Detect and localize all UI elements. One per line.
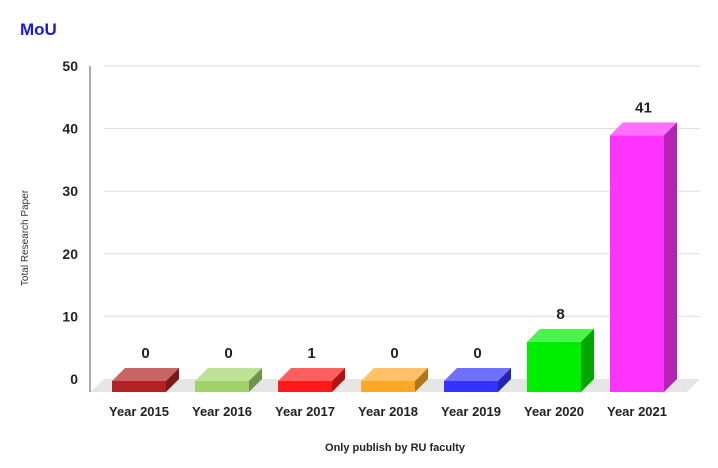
bar-front (527, 341, 581, 392)
bar-top (610, 122, 677, 136)
bar-front (195, 381, 249, 392)
bar-top (444, 368, 511, 381)
bar-top (195, 368, 262, 381)
bar-top (112, 368, 179, 381)
y-tick-label: 0 (70, 371, 78, 387)
bar-year-2016 (195, 368, 262, 392)
bar-year-2020 (527, 328, 594, 392)
data-label: 41 (635, 99, 652, 116)
gridlines (104, 65, 700, 317)
y-tick-label: 30 (62, 183, 78, 199)
y-tick-label: 40 (62, 121, 78, 137)
x-axis-title: Only publish by RU faculty (325, 442, 466, 454)
chart-title: MoU (20, 20, 57, 39)
x-tick-label: Year 2015 (109, 404, 169, 419)
y-tick-label: 50 (62, 58, 78, 74)
y-tick-label: 20 (62, 246, 78, 262)
bar-side (581, 328, 594, 392)
bar-year-2018 (361, 368, 428, 392)
bar-year-2015 (112, 368, 179, 392)
data-labels: 0 0 1 0 0 8 41 (141, 99, 652, 362)
bar-side (166, 368, 179, 392)
bars (112, 122, 677, 392)
bar-top (361, 368, 428, 381)
bar-year-2021 (610, 122, 677, 392)
bar-top (527, 328, 594, 342)
x-tick-label: Year 2018 (358, 404, 418, 419)
bar-front (112, 381, 166, 392)
data-label: 8 (556, 306, 564, 323)
data-label: 1 (307, 345, 315, 362)
x-tick-label: Year 2020 (524, 404, 584, 419)
bar-side (249, 368, 262, 392)
x-tick-label: Year 2021 (607, 404, 667, 419)
data-label: 0 (224, 345, 232, 362)
bar-top (278, 368, 345, 381)
bar-side (415, 368, 428, 392)
x-tick-label: Year 2019 (441, 404, 501, 419)
bar-side (332, 368, 345, 392)
bar-side (664, 122, 677, 392)
bar-year-2019 (444, 368, 511, 392)
data-label: 0 (473, 345, 481, 362)
data-label: 0 (141, 345, 149, 362)
x-tick-label: Year 2016 (192, 404, 252, 419)
bar-front (444, 381, 498, 392)
y-axis-title: Total Research Paper (20, 189, 31, 286)
y-axis-ticks: 0 10 20 30 40 50 (62, 58, 78, 387)
y-tick-label: 10 (62, 308, 78, 324)
bar-front (610, 135, 664, 392)
bar-front (278, 381, 332, 392)
x-axis-categories: Year 2015 Year 2016 Year 2017 Year 2018 Year… (109, 404, 667, 419)
bar-year-2017 (278, 368, 345, 392)
x-tick-label: Year 2017 (275, 404, 335, 419)
data-label: 0 (390, 345, 398, 362)
bar-front (361, 381, 415, 392)
bar-side (498, 368, 511, 392)
